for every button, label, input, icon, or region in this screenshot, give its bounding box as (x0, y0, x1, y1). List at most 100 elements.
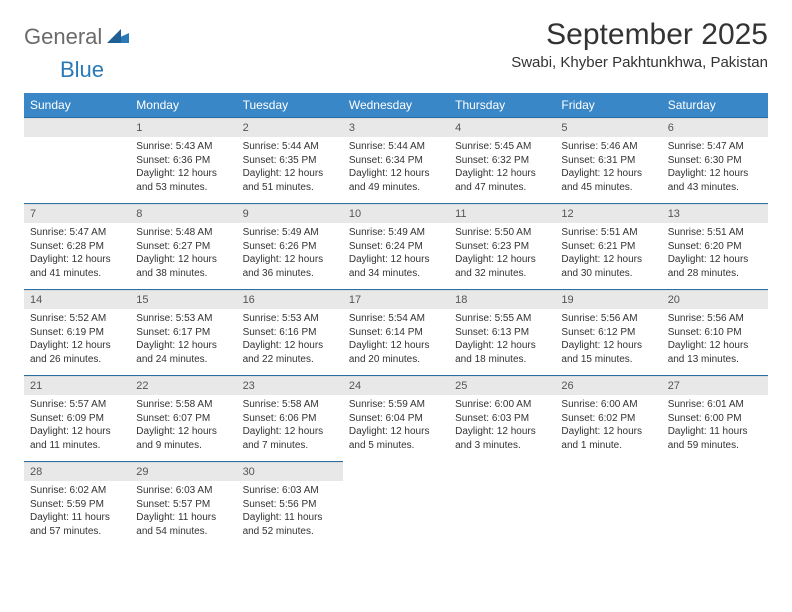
sunrise-text: Sunrise: 5:43 AM (136, 140, 230, 154)
sunset-text: Sunset: 6:20 PM (668, 240, 762, 254)
calendar-week-row: 1Sunrise: 5:43 AMSunset: 6:36 PMDaylight… (24, 118, 768, 204)
day-number: 15 (130, 290, 236, 309)
calendar-day-cell: 2Sunrise: 5:44 AMSunset: 6:35 PMDaylight… (237, 118, 343, 204)
sunrise-text: Sunrise: 5:51 AM (668, 226, 762, 240)
daylight-text: Daylight: 12 hours and 34 minutes. (349, 253, 443, 280)
daylight-text: Daylight: 11 hours and 59 minutes. (668, 425, 762, 452)
daylight-text: Daylight: 12 hours and 36 minutes. (243, 253, 337, 280)
day-number: 2 (237, 118, 343, 137)
sunset-text: Sunset: 5:59 PM (30, 498, 124, 512)
calendar-day-cell: 4Sunrise: 5:45 AMSunset: 6:32 PMDaylight… (449, 118, 555, 204)
daylight-text: Daylight: 12 hours and 32 minutes. (455, 253, 549, 280)
daylight-text: Daylight: 12 hours and 45 minutes. (561, 167, 655, 194)
sunset-text: Sunset: 6:04 PM (349, 412, 443, 426)
daylight-text: Daylight: 12 hours and 7 minutes. (243, 425, 337, 452)
sunrise-text: Sunrise: 5:54 AM (349, 312, 443, 326)
calendar-header-cell: Monday (130, 93, 236, 118)
calendar-week-row: 21Sunrise: 5:57 AMSunset: 6:09 PMDayligh… (24, 376, 768, 462)
sunset-text: Sunset: 6:31 PM (561, 154, 655, 168)
calendar-day-cell: 27Sunrise: 6:01 AMSunset: 6:00 PMDayligh… (662, 376, 768, 462)
sunset-text: Sunset: 6:00 PM (668, 412, 762, 426)
month-title: September 2025 (511, 18, 768, 52)
calendar-day-cell: 12Sunrise: 5:51 AMSunset: 6:21 PMDayligh… (555, 204, 661, 290)
daylight-text: Daylight: 12 hours and 26 minutes. (30, 339, 124, 366)
day-number: 11 (449, 204, 555, 223)
day-number: 19 (555, 290, 661, 309)
sunrise-text: Sunrise: 5:47 AM (668, 140, 762, 154)
sunset-text: Sunset: 6:17 PM (136, 326, 230, 340)
daylight-text: Daylight: 12 hours and 49 minutes. (349, 167, 443, 194)
daylight-text: Daylight: 12 hours and 38 minutes. (136, 253, 230, 280)
sunset-text: Sunset: 6:03 PM (455, 412, 549, 426)
calendar-day-cell: 18Sunrise: 5:55 AMSunset: 6:13 PMDayligh… (449, 290, 555, 376)
sunset-text: Sunset: 6:34 PM (349, 154, 443, 168)
day-number: 7 (24, 204, 130, 223)
day-number: 12 (555, 204, 661, 223)
sunset-text: Sunset: 6:16 PM (243, 326, 337, 340)
day-sun-info: Sunrise: 5:56 AMSunset: 6:12 PMDaylight:… (555, 309, 661, 370)
daylight-text: Daylight: 12 hours and 9 minutes. (136, 425, 230, 452)
sunset-text: Sunset: 6:19 PM (30, 326, 124, 340)
daylight-text: Daylight: 12 hours and 30 minutes. (561, 253, 655, 280)
calendar-day-cell: 22Sunrise: 5:58 AMSunset: 6:07 PMDayligh… (130, 376, 236, 462)
day-number: 1 (130, 118, 236, 137)
brand-logo: General (24, 24, 131, 50)
daylight-text: Daylight: 12 hours and 5 minutes. (349, 425, 443, 452)
brand-text-2: Blue (60, 57, 104, 83)
daylight-text: Daylight: 12 hours and 18 minutes. (455, 339, 549, 366)
day-sun-info: Sunrise: 5:54 AMSunset: 6:14 PMDaylight:… (343, 309, 449, 370)
day-sun-info: Sunrise: 5:44 AMSunset: 6:35 PMDaylight:… (237, 137, 343, 198)
calendar-day-cell: 20Sunrise: 5:56 AMSunset: 6:10 PMDayligh… (662, 290, 768, 376)
calendar-week-row: 14Sunrise: 5:52 AMSunset: 6:19 PMDayligh… (24, 290, 768, 376)
sunrise-text: Sunrise: 5:50 AM (455, 226, 549, 240)
calendar-day-cell: 7Sunrise: 5:47 AMSunset: 6:28 PMDaylight… (24, 204, 130, 290)
calendar-table: SundayMondayTuesdayWednesdayThursdayFrid… (24, 93, 768, 548)
sunrise-text: Sunrise: 5:44 AM (243, 140, 337, 154)
day-number: 10 (343, 204, 449, 223)
daylight-text: Daylight: 12 hours and 28 minutes. (668, 253, 762, 280)
sunset-text: Sunset: 6:13 PM (455, 326, 549, 340)
title-block: September 2025 Swabi, Khyber Pakhtunkhwa… (511, 18, 768, 71)
sunrise-text: Sunrise: 6:02 AM (30, 484, 124, 498)
day-number: 13 (662, 204, 768, 223)
sunrise-text: Sunrise: 5:57 AM (30, 398, 124, 412)
sunset-text: Sunset: 6:14 PM (349, 326, 443, 340)
day-number: 9 (237, 204, 343, 223)
calendar-day-cell: 21Sunrise: 5:57 AMSunset: 6:09 PMDayligh… (24, 376, 130, 462)
day-sun-info: Sunrise: 6:00 AMSunset: 6:02 PMDaylight:… (555, 395, 661, 456)
daylight-text: Daylight: 12 hours and 3 minutes. (455, 425, 549, 452)
sunset-text: Sunset: 6:26 PM (243, 240, 337, 254)
calendar-day-cell: 11Sunrise: 5:50 AMSunset: 6:23 PMDayligh… (449, 204, 555, 290)
sunrise-text: Sunrise: 5:53 AM (136, 312, 230, 326)
sunrise-text: Sunrise: 5:49 AM (243, 226, 337, 240)
sunset-text: Sunset: 6:09 PM (30, 412, 124, 426)
sunset-text: Sunset: 6:24 PM (349, 240, 443, 254)
sunrise-text: Sunrise: 5:48 AM (136, 226, 230, 240)
day-sun-info: Sunrise: 5:53 AMSunset: 6:16 PMDaylight:… (237, 309, 343, 370)
calendar-day-cell: 3Sunrise: 5:44 AMSunset: 6:34 PMDaylight… (343, 118, 449, 204)
sunset-text: Sunset: 6:02 PM (561, 412, 655, 426)
sunset-text: Sunset: 6:10 PM (668, 326, 762, 340)
calendar-day-cell: 10Sunrise: 5:49 AMSunset: 6:24 PMDayligh… (343, 204, 449, 290)
daylight-text: Daylight: 12 hours and 1 minute. (561, 425, 655, 452)
sunset-text: Sunset: 5:56 PM (243, 498, 337, 512)
day-sun-info: Sunrise: 5:53 AMSunset: 6:17 PMDaylight:… (130, 309, 236, 370)
calendar-day-cell (24, 118, 130, 204)
day-number: 5 (555, 118, 661, 137)
sunset-text: Sunset: 6:07 PM (136, 412, 230, 426)
daylight-text: Daylight: 11 hours and 52 minutes. (243, 511, 337, 538)
daylight-text: Daylight: 12 hours and 24 minutes. (136, 339, 230, 366)
day-number: 20 (662, 290, 768, 309)
location-text: Swabi, Khyber Pakhtunkhwa, Pakistan (511, 54, 768, 71)
day-number: 30 (237, 462, 343, 481)
daylight-text: Daylight: 12 hours and 43 minutes. (668, 167, 762, 194)
day-sun-info: Sunrise: 5:45 AMSunset: 6:32 PMDaylight:… (449, 137, 555, 198)
day-sun-info: Sunrise: 5:52 AMSunset: 6:19 PMDaylight:… (24, 309, 130, 370)
calendar-day-cell (449, 462, 555, 548)
calendar-day-cell (343, 462, 449, 548)
brand-mark-icon (107, 27, 129, 48)
day-sun-info: Sunrise: 6:02 AMSunset: 5:59 PMDaylight:… (24, 481, 130, 542)
daylight-text: Daylight: 12 hours and 51 minutes. (243, 167, 337, 194)
day-sun-info: Sunrise: 5:55 AMSunset: 6:13 PMDaylight:… (449, 309, 555, 370)
day-sun-info: Sunrise: 6:01 AMSunset: 6:00 PMDaylight:… (662, 395, 768, 456)
